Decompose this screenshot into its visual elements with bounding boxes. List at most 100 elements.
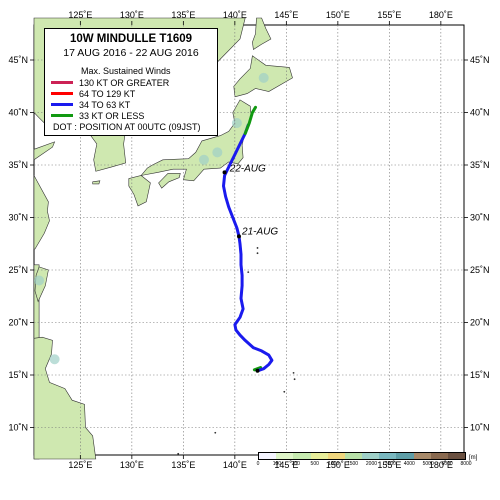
- lon-tick-label: 135˚E: [171, 460, 195, 470]
- lat-tick-label: 25˚N: [8, 265, 28, 275]
- colorbar-cell: [396, 453, 414, 459]
- legend-label: 64 TO 129 KT: [79, 88, 136, 99]
- island: [293, 378, 296, 381]
- colorbar-cell: [327, 453, 345, 459]
- date-annotation: 21-AUG: [241, 226, 278, 237]
- legend-dot-note: DOT : POSITION AT 00UTC (09JST): [53, 122, 201, 132]
- legend-item-130kt: 130 KT OR GREATER: [51, 77, 169, 88]
- lon-tick-label: 135˚E: [171, 10, 195, 20]
- typhoon-track: [222, 105, 274, 373]
- colorbar-cell: [430, 453, 448, 459]
- lat-tick-label: 30˚N: [8, 213, 28, 223]
- colorbar-cell: [413, 453, 431, 459]
- lon-tick-label: 140˚E: [223, 10, 247, 20]
- land-polygon: [92, 180, 101, 185]
- lon-tick-label: 140˚E: [223, 460, 247, 470]
- colorbar-cell: [344, 453, 363, 459]
- colorbar-tick-label: 500: [310, 461, 319, 467]
- legend-item-64kt: 64 TO 129 KT: [51, 88, 135, 99]
- legend: 10W MINDULLE T1609 17 AUG 2016 - 22 AUG …: [44, 28, 218, 136]
- colorbar-tick-label: 0: [256, 461, 260, 467]
- legend-swatch: [51, 114, 73, 117]
- lon-tick-label: 130˚E: [120, 10, 144, 20]
- lat-labels-right: 45˚N 40˚N 35˚N 30˚N 25˚N 20˚N 15˚N 10˚N: [464, 55, 490, 433]
- lat-labels-left: 45˚N 40˚N 35˚N 30˚N 25˚N 20˚N 15˚N 10˚N: [8, 55, 34, 433]
- colorbar-tick-label: 1500: [346, 461, 359, 467]
- lat-tick-label: 20˚N: [470, 318, 490, 328]
- lon-tick-label: 150˚E: [326, 460, 350, 470]
- colorbar-cell: [379, 453, 397, 459]
- lat-tick-label: 35˚N: [8, 160, 28, 170]
- terrain-highlight: [49, 354, 60, 365]
- colorbar-tick-label: 2000: [365, 461, 378, 467]
- lon-tick-label: 155˚E: [377, 10, 401, 20]
- terrain-highlight: [231, 118, 242, 128]
- island: [247, 271, 250, 273]
- lat-tick-label: 10˚N: [470, 423, 490, 433]
- track-dot: [236, 234, 241, 239]
- date-range: 17 AUG 2016 - 22 AUG 2016: [63, 47, 199, 59]
- island: [177, 452, 180, 455]
- colorbar-tick-label: 5000: [422, 461, 434, 467]
- colorbar-cell: [276, 453, 294, 459]
- land-polygon: [128, 175, 151, 207]
- island: [256, 252, 259, 255]
- colorbar-tick-label: 1000: [328, 461, 340, 467]
- lon-tick-label: 155˚E: [377, 460, 401, 470]
- colorbar-tick-label: 8000: [460, 461, 472, 467]
- legend-item-34kt: 34 TO 63 KT: [51, 99, 130, 110]
- lon-tick-label: 125˚E: [68, 10, 92, 20]
- colorbar-tick-label: 6000: [441, 461, 453, 467]
- track-dot: [255, 368, 260, 373]
- island: [214, 431, 217, 434]
- legend-label: 34 TO 63 KT: [79, 99, 131, 110]
- land-polygon: [33, 175, 50, 250]
- terrain-highlight: [258, 72, 269, 83]
- lon-tick-label: 145˚E: [274, 10, 298, 20]
- lat-tick-label: 35˚N: [470, 160, 490, 170]
- legend-label: 33 KT OR LESS: [79, 110, 145, 121]
- legend-heading: Max. Sustained Winds: [81, 66, 171, 76]
- terrain-highlight: [198, 154, 209, 165]
- track-segment: [243, 105, 257, 135]
- colorbar-unit: [m]: [469, 455, 478, 461]
- graticule: [34, 25, 464, 455]
- lat-tick-label: 25˚N: [470, 265, 490, 275]
- lat-tick-label: 30˚N: [470, 213, 490, 223]
- lat-tick-label: 40˚N: [8, 108, 28, 118]
- track-annotations: 21-AUG 22-AUG: [229, 163, 279, 237]
- colorbar-tick-label: 4000: [403, 461, 415, 467]
- island: [292, 372, 295, 374]
- map-title: 10W MINDULLE T1609: [69, 33, 193, 45]
- colorbar-cell: [447, 453, 466, 459]
- land-polygon: [252, 17, 272, 51]
- lat-tick-label: 15˚N: [470, 370, 490, 380]
- lon-tick-label: 180˚E: [429, 10, 453, 20]
- legend-swatch: [51, 103, 73, 106]
- colorbar-tick-label: 100: [272, 461, 282, 467]
- legend-label: 130 KT OR GREATER: [79, 77, 170, 88]
- track-dot: [222, 170, 227, 175]
- lat-tick-label: 45˚N: [8, 55, 28, 65]
- colorbar-cell: [362, 453, 380, 459]
- date-annotation: 22-AUG: [229, 163, 266, 174]
- elevation-colorbar: [258, 452, 466, 460]
- lat-tick-label: 20˚N: [8, 318, 28, 328]
- lon-tick-label: 130˚E: [120, 460, 144, 470]
- lat-tick-label: 10˚N: [8, 423, 28, 433]
- island: [283, 390, 286, 393]
- terrain-highlight: [34, 275, 45, 286]
- colorbar-cell: [293, 453, 311, 459]
- colorbar-cell: [259, 453, 277, 459]
- lat-tick-label: 40˚N: [470, 108, 490, 118]
- land-polygon: [158, 173, 181, 189]
- island: [256, 247, 259, 249]
- lon-tick-label: 180˚E: [429, 460, 453, 470]
- colorbar-tick-label: 200: [291, 461, 300, 467]
- lon-tick-label: 125˚E: [68, 460, 92, 470]
- track-segment: [252, 366, 263, 372]
- terrain-highlight: [212, 147, 223, 158]
- lat-tick-label: 15˚N: [8, 370, 28, 380]
- legend-swatch: [51, 92, 73, 95]
- lat-tick-label: 45˚N: [470, 55, 490, 65]
